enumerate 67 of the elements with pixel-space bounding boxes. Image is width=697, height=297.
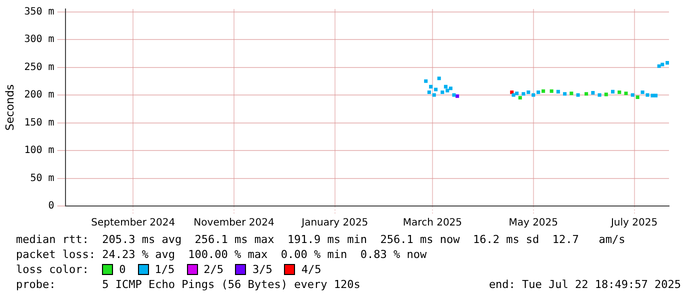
point	[640, 90, 644, 94]
legend-label: 4/5	[301, 262, 322, 277]
x-tick-label: November 2024	[194, 218, 274, 229]
point	[448, 86, 452, 90]
legend-title: loss color:	[16, 262, 90, 277]
point	[518, 96, 522, 100]
point	[452, 93, 456, 97]
legend-label: 1/5	[154, 262, 175, 277]
x-tick-label: May 2025	[508, 218, 558, 229]
y-tick-label: 350 m	[24, 6, 54, 18]
point	[666, 61, 669, 65]
point	[576, 93, 580, 97]
y-tick-label: 250 m	[24, 62, 54, 73]
point	[424, 79, 428, 83]
y-axis-title: Seconds	[3, 84, 16, 131]
x-tick-label: July 2025	[610, 218, 658, 229]
text: packet loss: 24.23 % avg 100.00 % max 0.00 % min 0.83 % now	[16, 247, 428, 262]
x-tick-label: January 2025	[300, 218, 368, 229]
point	[570, 92, 574, 96]
point	[654, 94, 658, 98]
point	[510, 90, 514, 94]
point	[563, 92, 567, 96]
point	[598, 93, 602, 97]
point	[522, 92, 526, 96]
y-tick-label: 300 m	[24, 34, 54, 46]
legend-label: 2/5	[204, 262, 224, 277]
point	[584, 92, 588, 96]
point	[437, 76, 441, 80]
y-tick-label: 100 m	[24, 145, 54, 156]
point	[550, 89, 554, 93]
point	[657, 64, 661, 68]
point	[660, 62, 664, 66]
point	[636, 95, 640, 100]
legend-label: 0	[119, 262, 126, 277]
text: probe: 5 ICMP Echo Pings (56 Bytes) every 120s	[16, 277, 360, 292]
point	[646, 93, 650, 97]
point	[650, 94, 654, 98]
point	[456, 94, 460, 98]
point	[515, 92, 519, 96]
point	[556, 90, 560, 94]
y-tick-label: 150 m	[24, 117, 54, 128]
point	[618, 90, 622, 94]
text: median rtt: 205.3 ms avg 256.1 ms max 191.9 ms min 256.1 ms now 16.2 ms sd 12.7 am/s	[16, 232, 626, 247]
point	[604, 92, 608, 96]
point	[532, 93, 536, 97]
point	[440, 90, 444, 94]
y-tick-label: 0	[48, 200, 54, 212]
point	[624, 92, 628, 96]
x-tick-label: September 2024	[91, 218, 176, 229]
point	[630, 93, 634, 97]
point	[591, 91, 595, 95]
point	[434, 88, 438, 92]
point	[610, 90, 615, 94]
y-tick-label: 200 m	[24, 90, 54, 101]
point	[427, 90, 431, 94]
point	[536, 90, 540, 94]
x-tick-label: March 2025	[402, 218, 462, 229]
point	[542, 89, 546, 93]
point	[526, 90, 530, 94]
point	[446, 88, 450, 92]
text: end: Tue Jul 22 18:49:57 2025	[488, 277, 681, 292]
y-tick-label: 50 m	[30, 172, 54, 184]
point	[429, 84, 433, 88]
point	[432, 93, 436, 97]
point	[512, 93, 516, 97]
point	[444, 84, 448, 88]
legend-label: 3/5	[252, 262, 272, 277]
